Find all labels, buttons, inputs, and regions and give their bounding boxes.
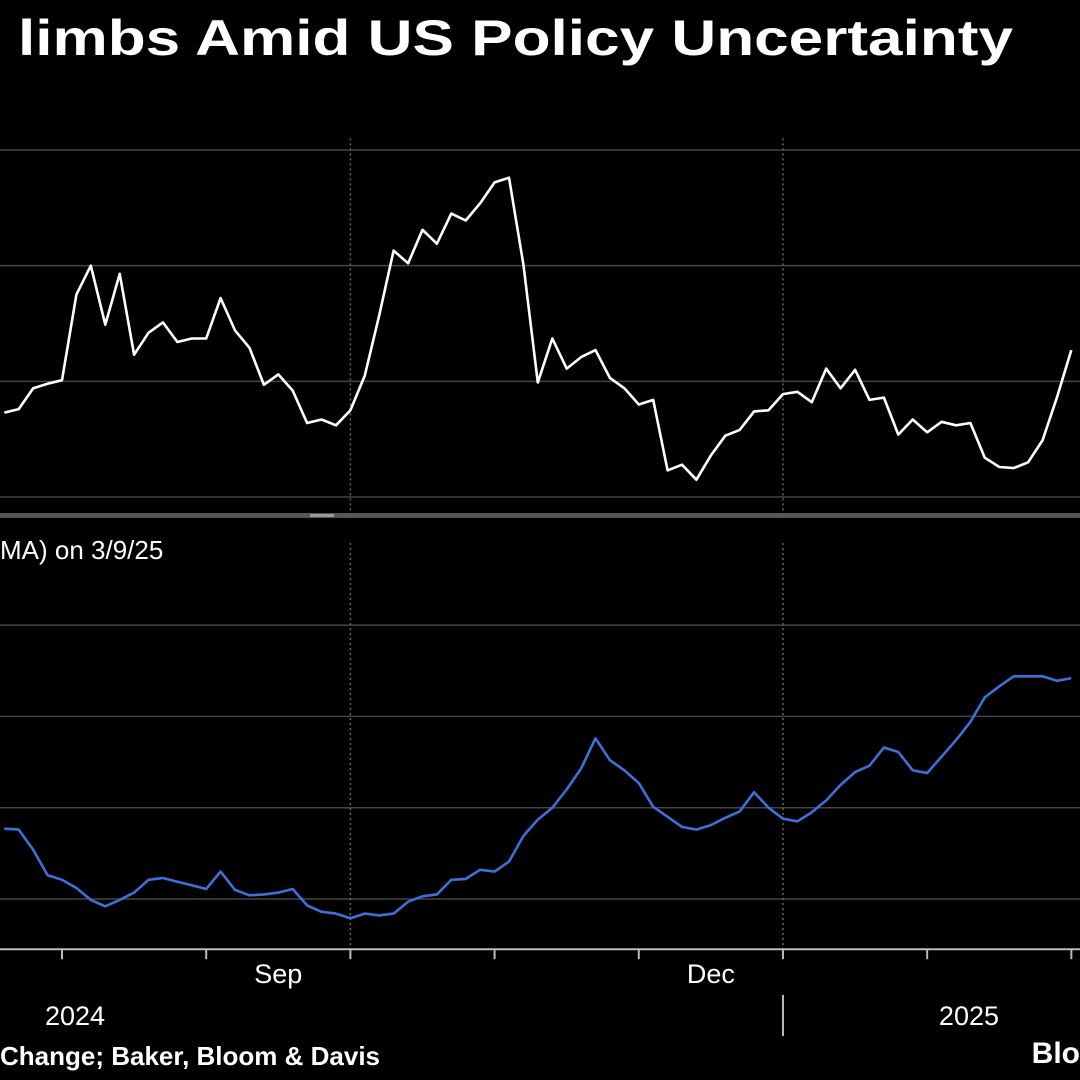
chart-subtitle: MA) on 3/9/25 <box>0 535 163 565</box>
year-label: 2024 <box>45 1001 105 1031</box>
brand: Blo <box>1032 1037 1080 1070</box>
x-tick-label: Dec <box>687 959 735 989</box>
data-line <box>3 176 1073 481</box>
source-note: Change; Baker, Bloom & Davis <box>0 1041 380 1071</box>
panel-divider <box>0 513 1080 518</box>
year-label: 2025 <box>939 1001 999 1031</box>
data-line <box>4 675 1072 920</box>
x-tick-label: Sep <box>254 959 302 989</box>
divider-handle <box>310 514 334 517</box>
chart-title: limbs Amid US Policy Uncertainty <box>18 10 1013 66</box>
